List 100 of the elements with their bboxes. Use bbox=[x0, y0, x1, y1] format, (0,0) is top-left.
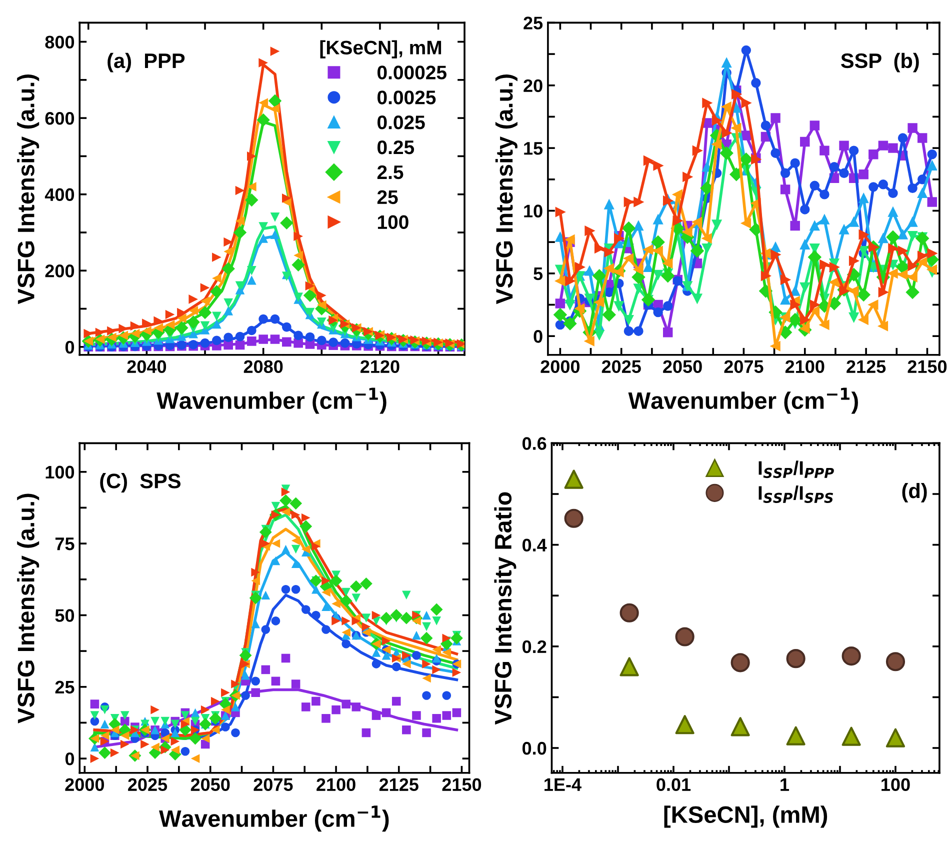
point bbox=[675, 715, 694, 734]
point bbox=[188, 306, 198, 316]
point bbox=[917, 188, 928, 198]
point bbox=[594, 243, 604, 254]
point bbox=[110, 725, 120, 734]
point bbox=[212, 274, 222, 283]
point bbox=[624, 326, 634, 336]
point bbox=[662, 327, 673, 338]
annotation: (a) PPP bbox=[108, 52, 185, 72]
y-tick-label: 100 bbox=[46, 466, 74, 479]
point bbox=[235, 340, 245, 350]
point bbox=[712, 139, 722, 150]
point bbox=[780, 274, 790, 285]
point bbox=[322, 625, 330, 634]
point bbox=[342, 700, 350, 708]
point bbox=[130, 321, 140, 331]
point bbox=[200, 296, 210, 306]
point bbox=[90, 754, 100, 763]
point bbox=[402, 725, 411, 734]
point bbox=[303, 288, 317, 302]
point bbox=[594, 330, 604, 340]
point bbox=[842, 726, 861, 746]
x-tick-label: 1E-4 bbox=[544, 778, 582, 791]
point bbox=[251, 676, 260, 686]
point bbox=[564, 508, 584, 528]
point bbox=[564, 470, 584, 489]
legend-label: 0.0025 bbox=[378, 90, 436, 104]
point bbox=[402, 590, 411, 600]
point bbox=[332, 599, 340, 608]
point bbox=[120, 731, 130, 740]
y-tick-label: 25 bbox=[524, 16, 543, 30]
point bbox=[422, 691, 431, 700]
point bbox=[390, 609, 403, 622]
point bbox=[420, 632, 433, 644]
point bbox=[247, 266, 256, 276]
point bbox=[908, 272, 918, 282]
point bbox=[662, 301, 673, 311]
point bbox=[624, 314, 634, 325]
point bbox=[898, 133, 908, 143]
y-tick-label: 0.6 bbox=[522, 437, 546, 450]
point bbox=[786, 649, 806, 668]
point bbox=[555, 276, 566, 286]
point bbox=[848, 256, 859, 266]
point bbox=[332, 705, 340, 714]
point bbox=[412, 711, 421, 720]
point bbox=[190, 708, 200, 718]
point bbox=[268, 94, 282, 108]
point bbox=[760, 120, 771, 130]
point bbox=[247, 182, 256, 192]
point bbox=[432, 654, 441, 663]
point bbox=[212, 336, 222, 346]
point bbox=[682, 227, 692, 237]
point bbox=[634, 264, 644, 275]
point bbox=[189, 732, 202, 745]
point bbox=[868, 300, 878, 310]
point bbox=[270, 314, 280, 324]
point bbox=[245, 193, 258, 207]
point bbox=[312, 585, 320, 594]
point bbox=[430, 603, 443, 616]
x-tick-label: 2100 bbox=[785, 360, 824, 374]
point bbox=[786, 726, 806, 746]
point bbox=[95, 334, 105, 344]
point bbox=[154, 316, 164, 326]
point bbox=[342, 628, 350, 637]
x-tick-label: 2025 bbox=[602, 360, 641, 374]
point bbox=[828, 296, 841, 310]
point bbox=[604, 247, 614, 257]
point bbox=[292, 258, 305, 272]
point bbox=[808, 250, 822, 264]
y-tick-label: 200 bbox=[45, 264, 74, 278]
x-axis-title: [KSeCN], (mM) bbox=[664, 806, 828, 828]
point bbox=[281, 508, 290, 516]
point bbox=[858, 170, 868, 180]
point bbox=[886, 230, 900, 244]
point bbox=[730, 653, 750, 672]
x-tick-label: 2000 bbox=[65, 778, 104, 791]
point bbox=[290, 497, 302, 510]
legend-label: 0.00025 bbox=[378, 66, 446, 80]
point bbox=[917, 257, 928, 267]
point bbox=[210, 696, 220, 706]
point bbox=[291, 544, 300, 554]
x-tick-label: 2050 bbox=[190, 778, 230, 791]
point bbox=[620, 603, 639, 622]
point bbox=[224, 332, 233, 342]
point bbox=[212, 312, 222, 322]
point bbox=[312, 696, 320, 706]
point bbox=[422, 660, 431, 668]
point bbox=[328, 338, 338, 347]
point bbox=[722, 58, 732, 68]
point bbox=[271, 676, 280, 686]
point bbox=[100, 705, 110, 714]
point bbox=[382, 650, 391, 660]
y-axis-title: VSFG Intensity Ratio bbox=[494, 492, 516, 725]
y-axis-title: VSFG Intensity (a.u.) bbox=[495, 74, 518, 304]
y-tick-label: 50 bbox=[55, 609, 74, 622]
point bbox=[653, 307, 663, 318]
point bbox=[222, 262, 235, 276]
point bbox=[362, 622, 371, 632]
x-axis-title: Wavenumber (cm$^{−1}$) bbox=[159, 806, 389, 832]
y-tick-label: 5 bbox=[534, 268, 543, 280]
